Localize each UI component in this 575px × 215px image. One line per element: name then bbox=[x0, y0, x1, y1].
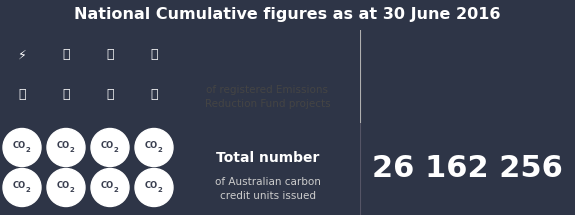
Circle shape bbox=[135, 129, 173, 166]
Text: ⚡: ⚡ bbox=[18, 49, 26, 61]
Circle shape bbox=[3, 169, 41, 206]
Text: 🔥: 🔥 bbox=[62, 49, 70, 61]
Circle shape bbox=[3, 129, 41, 166]
Text: 2: 2 bbox=[70, 187, 74, 194]
Circle shape bbox=[135, 169, 173, 206]
Text: CO: CO bbox=[13, 141, 25, 150]
Text: 630: 630 bbox=[427, 57, 508, 95]
Text: 2: 2 bbox=[26, 187, 30, 194]
Text: CO: CO bbox=[144, 141, 158, 150]
Text: 2: 2 bbox=[114, 147, 118, 154]
Circle shape bbox=[91, 36, 129, 74]
Text: 2: 2 bbox=[26, 147, 30, 154]
Text: Total number: Total number bbox=[216, 58, 319, 72]
Text: of registered Emissions
Reduction Fund projects: of registered Emissions Reduction Fund p… bbox=[205, 84, 330, 109]
Text: CO: CO bbox=[13, 181, 25, 190]
Text: ⛏: ⛏ bbox=[18, 89, 26, 101]
Text: 2: 2 bbox=[158, 147, 162, 154]
Text: 🐷: 🐷 bbox=[106, 89, 114, 101]
Text: CO: CO bbox=[56, 181, 70, 190]
Text: CO: CO bbox=[101, 141, 114, 150]
Text: Total number: Total number bbox=[216, 151, 319, 165]
Text: 26 162 256: 26 162 256 bbox=[372, 154, 563, 183]
Circle shape bbox=[91, 169, 129, 206]
Text: 🗑: 🗑 bbox=[150, 89, 158, 101]
Circle shape bbox=[135, 36, 173, 74]
Circle shape bbox=[47, 169, 85, 206]
Circle shape bbox=[3, 36, 41, 74]
Text: CO: CO bbox=[144, 181, 158, 190]
Text: National Cumulative figures as at 30 June 2016: National Cumulative figures as at 30 Jun… bbox=[74, 8, 501, 23]
Circle shape bbox=[91, 129, 129, 166]
Text: of Australian carbon
credit units issued: of Australian carbon credit units issued bbox=[214, 177, 320, 201]
Text: 2: 2 bbox=[70, 147, 74, 154]
Text: CO: CO bbox=[101, 181, 114, 190]
Text: 🏭: 🏭 bbox=[106, 49, 114, 61]
Circle shape bbox=[47, 129, 85, 166]
Text: 🚛: 🚛 bbox=[62, 89, 70, 101]
Text: 2: 2 bbox=[158, 187, 162, 194]
Text: 🌿: 🌿 bbox=[150, 49, 158, 61]
Circle shape bbox=[135, 76, 173, 114]
Circle shape bbox=[3, 76, 41, 114]
Circle shape bbox=[47, 36, 85, 74]
Circle shape bbox=[47, 76, 85, 114]
Text: 2: 2 bbox=[114, 187, 118, 194]
Text: CO: CO bbox=[56, 141, 70, 150]
Circle shape bbox=[91, 76, 129, 114]
